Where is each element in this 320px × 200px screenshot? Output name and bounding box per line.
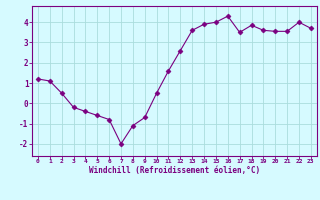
X-axis label: Windchill (Refroidissement éolien,°C): Windchill (Refroidissement éolien,°C) <box>89 166 260 175</box>
